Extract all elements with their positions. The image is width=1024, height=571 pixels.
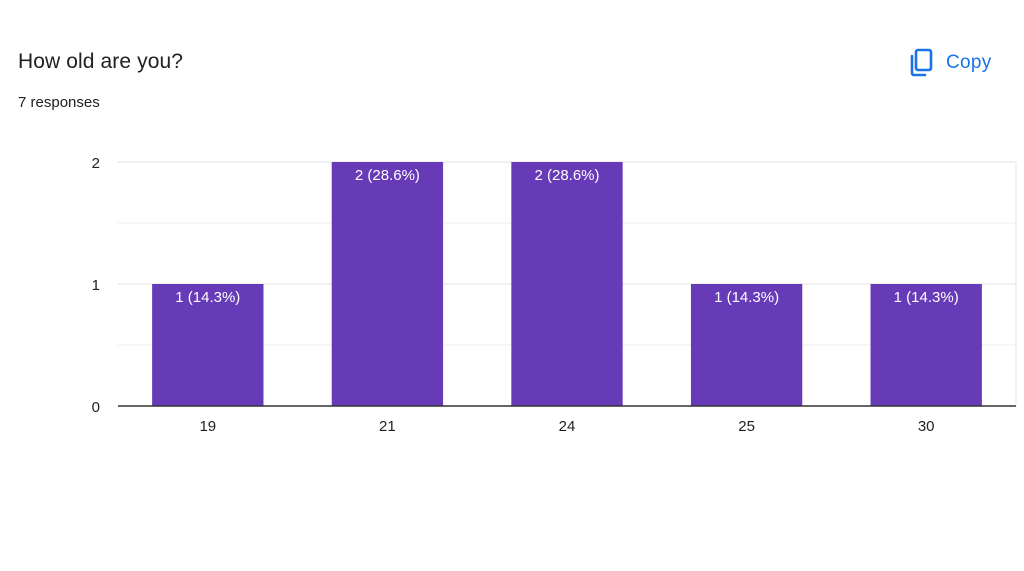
- bar: [511, 162, 623, 406]
- bar-chart: 0 1 2 1 (14.3%) 19 2 (28.6%) 21 2 (28.6%) 24 1 (1…: [0, 140, 1024, 450]
- question-title: How old are you?: [18, 50, 184, 73]
- x-tick-label: 21: [379, 418, 396, 435]
- x-tick-label: 30: [918, 418, 935, 435]
- copy-label: Copy: [946, 52, 992, 73]
- x-tick-label: 24: [559, 418, 576, 435]
- x-tick-label: 25: [738, 418, 755, 435]
- bar-data-label: 1 (14.3%): [894, 289, 959, 306]
- response-count: 7 responses: [18, 94, 100, 111]
- y-tick-label: 2: [92, 155, 100, 172]
- bar-data-label: 2 (28.6%): [534, 167, 599, 184]
- bar: [870, 284, 982, 406]
- copy-button[interactable]: Copy: [902, 44, 998, 82]
- bar: [331, 162, 444, 406]
- y-tick-label: 0: [92, 399, 100, 416]
- bar-data-label: 1 (14.3%): [175, 289, 240, 306]
- bar-data-label: 1 (14.3%): [714, 289, 779, 306]
- x-tick-label: 19: [199, 418, 216, 435]
- y-tick-label: 1: [92, 277, 100, 294]
- bar-chart-svg: 0 1 2 1 (14.3%) 19 2 (28.6%) 21 2 (28.6%) 24 1 (1…: [92, 155, 1017, 435]
- bar-data-label: 2 (28.6%): [355, 167, 420, 184]
- bar: [690, 284, 803, 406]
- bar: [152, 284, 264, 406]
- copy-icon: [908, 48, 934, 78]
